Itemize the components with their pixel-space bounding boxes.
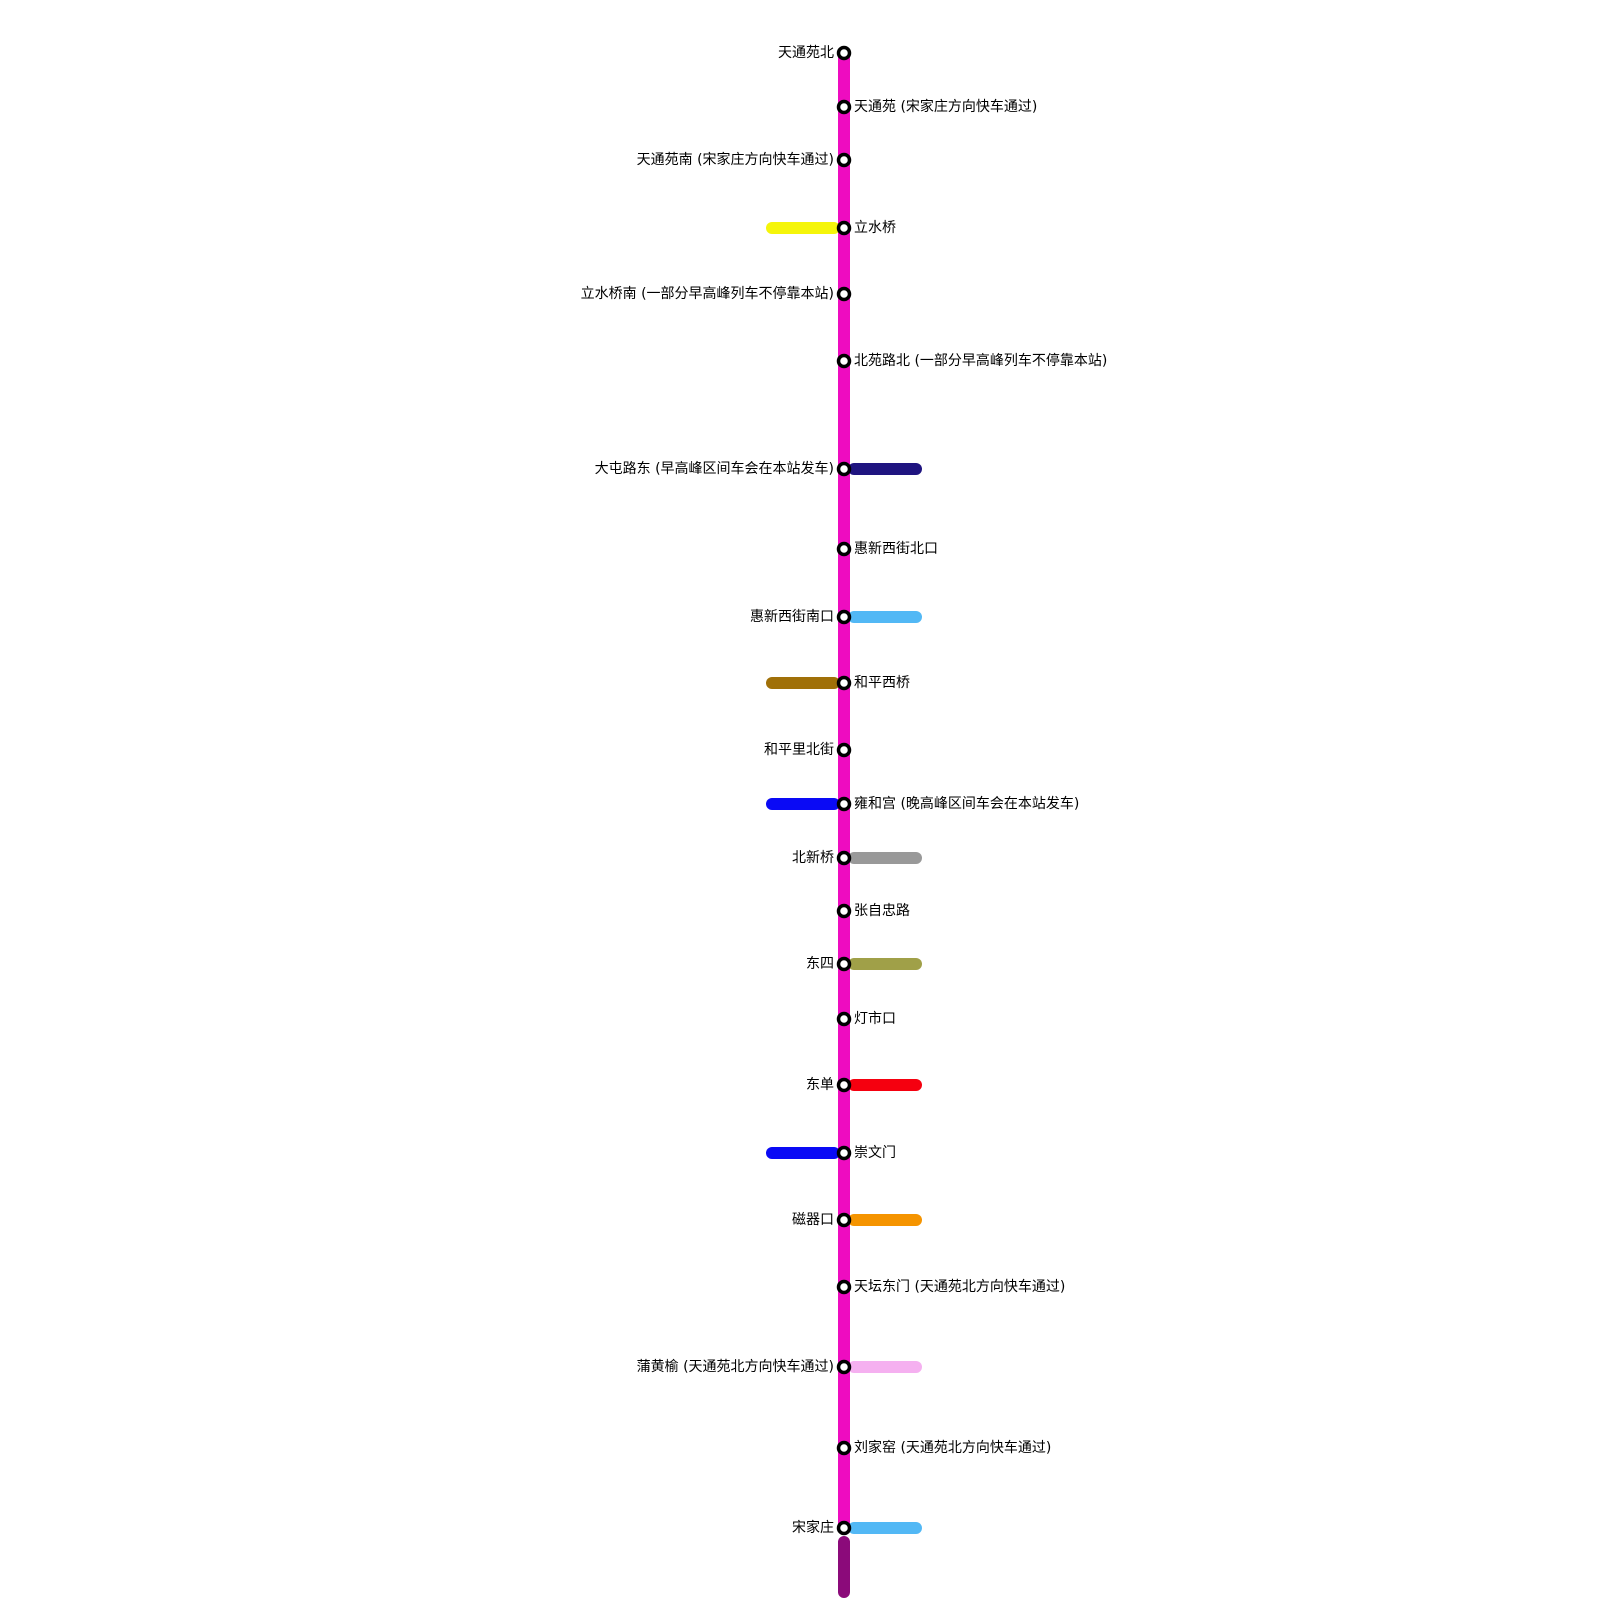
station-label: 和平里北街 xyxy=(764,742,834,758)
station-marker xyxy=(836,956,852,972)
station-marker xyxy=(836,796,852,812)
station-marker xyxy=(836,675,852,691)
station-label: 天通苑北 xyxy=(778,45,834,61)
station-label: 惠新西街北口 xyxy=(854,541,938,557)
station-marker xyxy=(836,152,852,168)
station-marker xyxy=(836,609,852,625)
station-label: 灯市口 xyxy=(854,1010,896,1027)
station-label: 立水桥南 (一部分早高峰列车不停靠本站) xyxy=(581,285,834,302)
station-label: 东四 xyxy=(806,956,834,972)
station-label: 天坛东门 (天通苑北方向快车通过) xyxy=(854,1278,1065,1295)
station-marker xyxy=(836,1359,852,1375)
station-marker xyxy=(836,541,852,557)
station-marker xyxy=(836,903,852,919)
station-marker xyxy=(836,286,852,302)
station-label: 东单 xyxy=(806,1077,834,1093)
station-marker xyxy=(836,1011,852,1027)
station-label: 天通苑南 (宋家庄方向快车通过) xyxy=(637,151,834,168)
station-label: 宋家庄 xyxy=(792,1519,834,1536)
station-marker xyxy=(836,742,852,758)
station-marker xyxy=(836,1212,852,1228)
station-marker xyxy=(836,1145,852,1161)
station-marker xyxy=(836,850,852,866)
station-label: 大屯路东 (早高峰区间车会在本站发车) xyxy=(595,460,834,477)
station-label: 张自忠路 xyxy=(854,903,910,919)
station-label: 和平西桥 xyxy=(854,675,910,691)
station-label: 雍和宫 (晚高峰区间车会在本站发车) xyxy=(854,795,1079,812)
station-marker xyxy=(836,1440,852,1456)
station-marker xyxy=(836,99,852,115)
station-label: 崇文门 xyxy=(854,1145,896,1161)
station-marker xyxy=(836,1279,852,1295)
station-label: 惠新西街南口 xyxy=(750,609,834,625)
station-label: 天通苑 (宋家庄方向快车通过) xyxy=(854,98,1037,115)
station-label: 磁器口 xyxy=(792,1212,834,1228)
station-marker xyxy=(836,1077,852,1093)
station-marker xyxy=(836,220,852,236)
station-marker xyxy=(836,353,852,369)
station-marker xyxy=(836,461,852,477)
station-marker xyxy=(836,45,852,61)
station-label: 北苑路北 (一部分早高峰列车不停靠本站) xyxy=(854,352,1107,369)
station-label: 蒲黄榆 (天通苑北方向快车通过) xyxy=(637,1358,834,1375)
station-label: 刘家窑 (天通苑北方向快车通过) xyxy=(854,1439,1051,1456)
station-label: 北新桥 xyxy=(792,850,834,866)
station-marker xyxy=(836,1520,852,1536)
station-label: 立水桥 xyxy=(854,220,896,236)
